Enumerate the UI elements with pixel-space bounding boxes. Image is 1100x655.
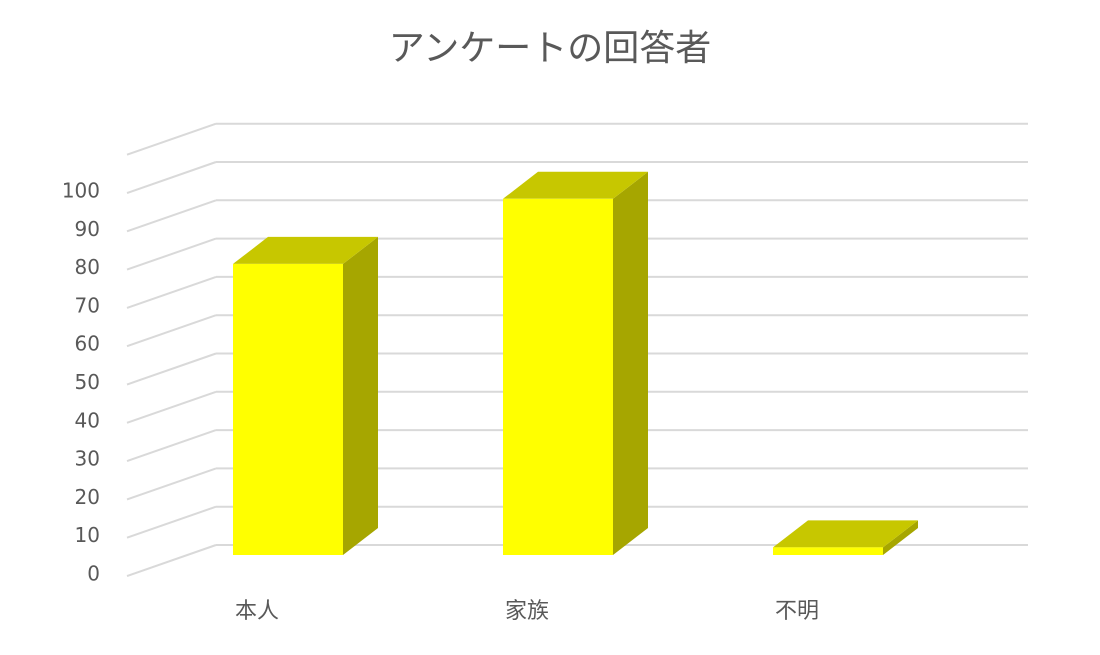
- y-tick-label: 20: [75, 485, 100, 509]
- grid-line: [126, 199, 217, 233]
- grid-line: [126, 352, 217, 386]
- bar: [233, 263, 343, 555]
- bar-top: [233, 236, 378, 264]
- grid-line: [126, 314, 217, 348]
- bar: [503, 198, 613, 555]
- grid-line: [126, 467, 217, 501]
- bar-side: [343, 236, 378, 556]
- y-tick-label: 70: [75, 293, 100, 317]
- grid-line: [126, 122, 217, 156]
- grid-line: [126, 505, 217, 539]
- y-tick-label: 30: [75, 447, 100, 471]
- x-tick-label: 本人: [235, 599, 279, 624]
- y-tick-label: 80: [75, 255, 100, 279]
- y-tick-label: 100: [62, 179, 100, 203]
- x-tick-label: 不明: [775, 599, 819, 624]
- grid-line: [126, 429, 217, 463]
- x-tick-label: 家族: [505, 599, 549, 624]
- y-tick-label: 90: [75, 217, 100, 241]
- y-tick-label: 10: [75, 523, 100, 547]
- bar: [773, 547, 883, 555]
- grid-line: [126, 390, 217, 424]
- grid-line: [126, 544, 217, 577]
- y-tick-label: 60: [75, 332, 100, 356]
- grid-line: [126, 161, 217, 194]
- bar-top: [773, 520, 918, 548]
- bar-side: [883, 520, 918, 555]
- y-tick-label: 50: [75, 370, 100, 394]
- bar-side: [613, 171, 648, 555]
- bar-top: [503, 171, 648, 199]
- y-tick-label: 40: [75, 408, 100, 432]
- y-tick-label: 0: [87, 562, 100, 586]
- grid-line: [126, 237, 217, 271]
- grid-line: [126, 275, 217, 309]
- chart-title: アンケートの回答者: [389, 28, 712, 69]
